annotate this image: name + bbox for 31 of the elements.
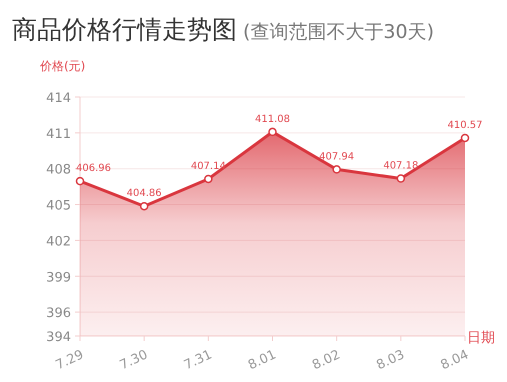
y-axis-title: 价格(元) [39,59,86,73]
x-tick-label: 8.03 [374,347,407,374]
y-tick-label: 396 [46,306,71,322]
x-axis-title: 日期 [467,330,495,346]
y-tick-label: 405 [46,198,71,214]
title: 商品价格行情走势图 (查询范围不大于30天) [12,15,434,44]
point [268,128,277,136]
data-label: 411.08 [255,114,290,125]
y-tick-label: 411 [46,126,71,142]
y-tick-label: 394 [46,330,71,345]
x-tick-label: 8.01 [246,347,279,374]
point [396,174,406,183]
x-tick-label: 7.30 [118,347,150,374]
x-tick-label: 8.04 [438,347,472,374]
y-tick-label: 402 [46,234,71,250]
data-label: 404.86 [126,188,162,200]
data-label: 407.94 [319,151,354,162]
x-tick-label: 7.31 [182,347,214,374]
point [204,174,213,184]
point [76,176,84,186]
point [332,165,341,174]
x-tick-label: 7.29 [54,347,86,374]
data-label: 410.57 [448,120,482,131]
x-tick-label: 8.02 [310,347,343,374]
point [140,202,148,210]
point [460,134,470,142]
data-label: 407.18 [383,160,418,172]
y-tick-label: 408 [46,162,71,178]
y-tick-label: 414 [46,91,71,106]
data-label: 406.96 [76,163,111,174]
y-tick-label: 399 [46,270,71,286]
